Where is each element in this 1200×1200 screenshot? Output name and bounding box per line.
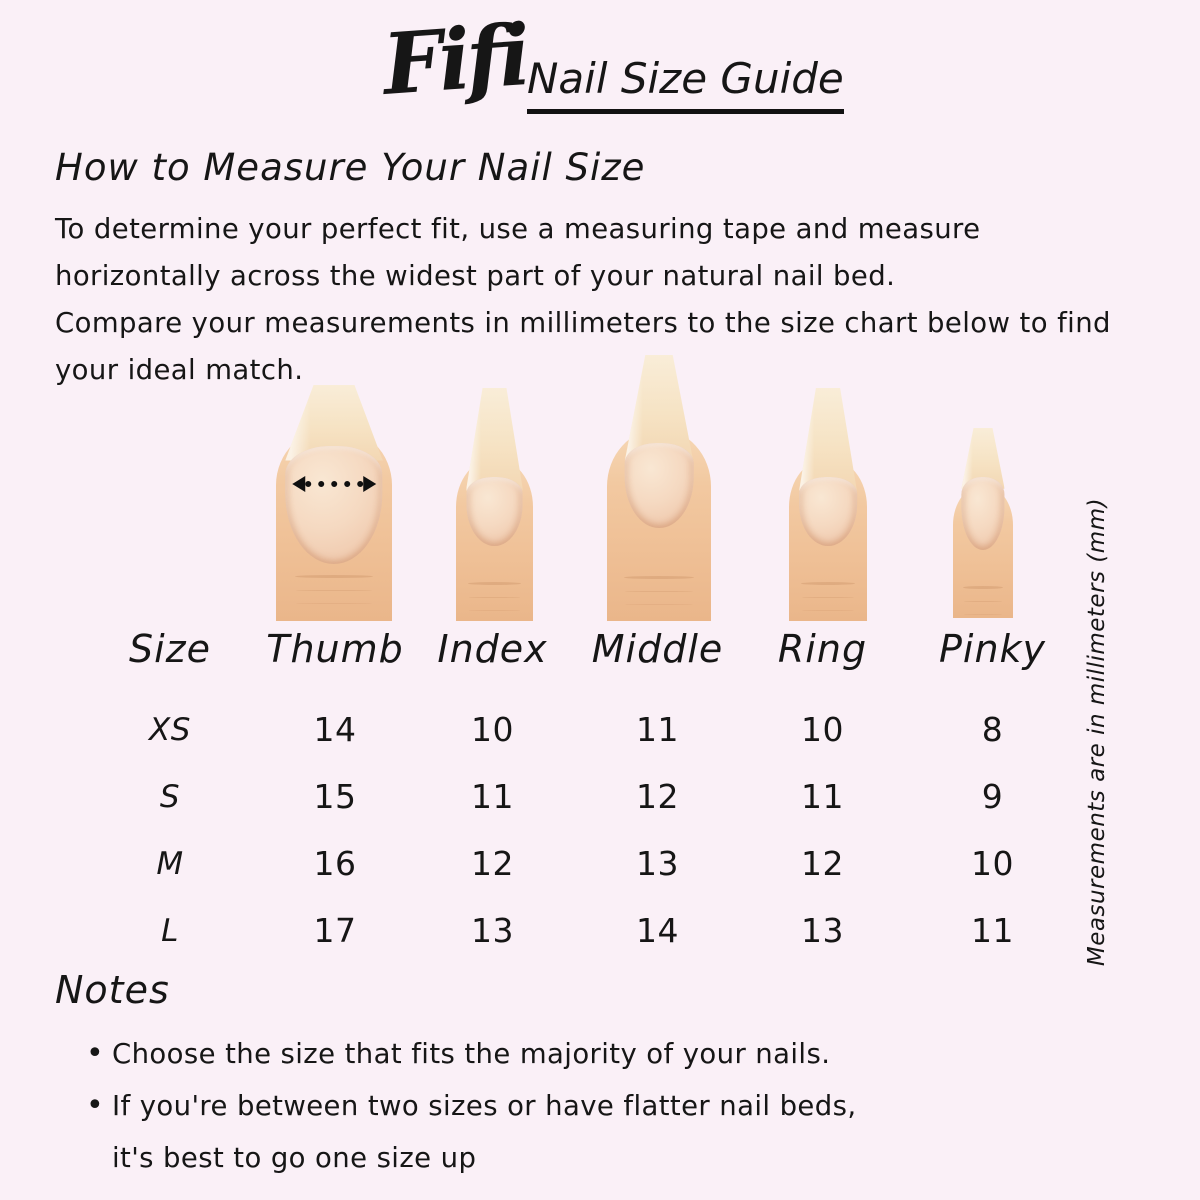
cell-m-middle: 13 [636, 844, 679, 883]
arrowhead-right-icon [362, 476, 376, 493]
row-label-l: L [161, 912, 179, 949]
arrowhead-left-icon [292, 476, 306, 493]
ring-nail-tip [799, 388, 857, 491]
pinky-nail-bed [961, 477, 1005, 550]
ring-nail-bed [799, 476, 857, 547]
row-label-m: M [156, 845, 184, 882]
cell-l-index: 13 [471, 911, 514, 950]
row-label-xs: XS [149, 711, 191, 748]
thumb-nail-bed [285, 446, 383, 565]
finger-illustration-ring [789, 388, 867, 621]
notes-list: Choose the size that fits the majority o… [86, 1028, 1012, 1184]
note-item-2: If you're between two sizes or have flat… [86, 1080, 1012, 1184]
notes-heading: Notes [55, 968, 170, 1012]
measure-arrow-icon [292, 476, 376, 493]
cell-s-index: 11 [471, 777, 514, 816]
size-chart-row-m: M 16 12 13 12 10 [80, 830, 1080, 897]
note-item-1: Choose the size that fits the majority o… [86, 1028, 1012, 1080]
cell-xs-ring: 10 [801, 710, 844, 749]
dotted-line [305, 481, 363, 488]
page-title: Nail Size Guide [527, 55, 844, 115]
cell-xs-thumb: 14 [313, 710, 357, 749]
column-header-thumb: Thumb [266, 627, 404, 671]
size-chart-row-l: L 17 13 14 13 11 [80, 897, 1080, 964]
howto-paragraph-2: Compare your measurements in millimeters… [55, 307, 1111, 386]
finger-illustration-pinky [953, 428, 1013, 618]
cell-l-thumb: 17 [313, 911, 357, 950]
howto-heading: How to Measure Your Nail Size [55, 146, 646, 189]
row-label-s: S [159, 778, 181, 815]
index-nail-bed [466, 476, 523, 547]
finger-illustration-index [456, 388, 533, 621]
cell-l-middle: 14 [636, 911, 679, 950]
cell-s-ring: 11 [801, 777, 844, 816]
cell-xs-index: 10 [471, 710, 514, 749]
cell-xs-middle: 11 [636, 710, 679, 749]
cell-m-index: 12 [471, 844, 514, 883]
finger-illustration-middle [607, 355, 711, 621]
side-note-vertical: Measurements are in millimeters (mm) [1084, 497, 1110, 967]
index-nail-tip [466, 388, 523, 491]
size-chart-row-xs: XS 14 10 11 10 8 [80, 696, 1080, 763]
column-header-index: Index [437, 627, 548, 671]
cell-l-ring: 13 [801, 911, 844, 950]
size-chart-header-row: Size Thumb Index Middle Ring Pinky [80, 618, 1080, 680]
middle-nail-bed [624, 442, 694, 528]
cell-xs-pinky: 8 [981, 710, 1004, 749]
brand-logo: Fifi [379, 5, 530, 114]
cell-m-ring: 12 [801, 844, 844, 883]
howto-paragraph-1: To determine your perfect fit, use a mea… [55, 213, 981, 292]
finger-illustration-thumb [276, 385, 392, 621]
column-header-ring: Ring [777, 627, 868, 671]
cell-s-thumb: 15 [313, 777, 357, 816]
column-header-size: Size [128, 627, 211, 671]
column-header-middle: Middle [591, 627, 724, 671]
cell-s-middle: 12 [636, 777, 679, 816]
size-chart-body: XS 14 10 11 10 8 S 15 11 12 11 9 M 16 12… [80, 696, 1080, 964]
cell-m-thumb: 16 [313, 844, 357, 883]
column-header-pinky: Pinky [938, 627, 1047, 671]
cell-m-pinky: 10 [971, 844, 1014, 883]
size-chart: Size Thumb Index Middle Ring Pinky XS 14… [80, 618, 1080, 964]
cell-s-pinky: 9 [981, 777, 1004, 816]
size-chart-row-s: S 15 11 12 11 9 [80, 763, 1080, 830]
cell-l-pinky: 11 [971, 911, 1014, 950]
